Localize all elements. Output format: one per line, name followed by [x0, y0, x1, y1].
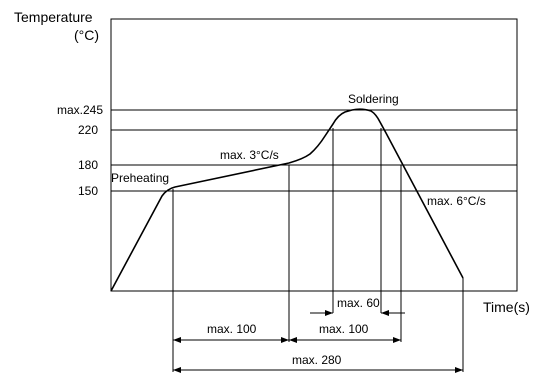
temperature-180-label: 180 [78, 158, 98, 172]
y-axis-unit: (°C) [74, 27, 99, 43]
plot-frame [110, 18, 518, 292]
peak-temperature-label: max.245 [57, 103, 103, 117]
total-duration-label: max. 280 [292, 353, 342, 367]
ramp-up-rate-label: max. 3°C/s [220, 148, 279, 162]
temperature-150-label: 150 [78, 184, 98, 198]
preheat-duration-label: max. 100 [207, 322, 257, 336]
cool-down-rate-label: max. 6°C/s [427, 194, 486, 208]
temperature-220-label: 220 [78, 123, 98, 137]
peak-window-duration-label: max. 60 [337, 296, 380, 310]
y-axis-title: Temperature [14, 9, 93, 25]
x-axis-title: Time(s) [483, 299, 530, 315]
above-180-duration-label: max. 100 [319, 322, 369, 336]
temperature-profile-curve [110, 108, 464, 292]
soldering-label: Soldering [348, 92, 399, 106]
preheating-label: Preheating [111, 171, 169, 185]
